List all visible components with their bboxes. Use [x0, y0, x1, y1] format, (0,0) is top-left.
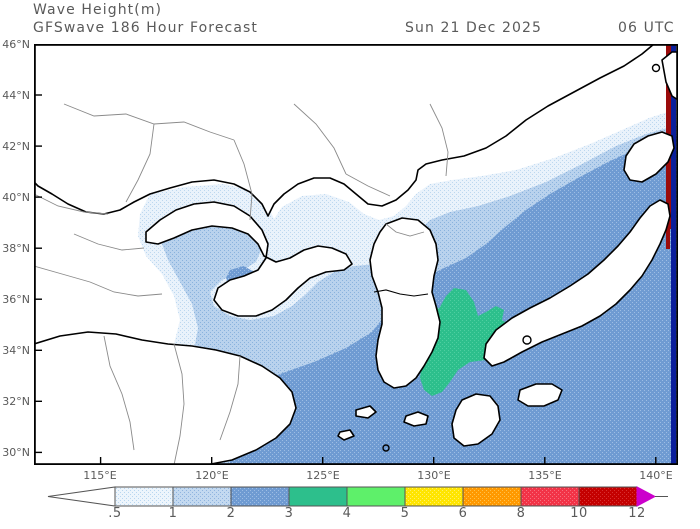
colorbar-label-5: 5: [400, 506, 410, 521]
x-axis-tick-120E: 120°E: [195, 469, 229, 482]
border-korea-dmz: [373, 289, 429, 297]
colorbar-label-8: 10: [570, 506, 588, 521]
coast-bohai-liaodong: [145, 201, 353, 317]
contour-band-2-3-yellow-sea-core: [280, 366, 358, 412]
colorbar-over-arrow: [636, 486, 657, 507]
edge-strip-darkred-lower: [666, 154, 670, 249]
colorbar-label-6: 6: [458, 506, 468, 521]
coast-japan-shikoku: [517, 383, 563, 407]
x-axis-tick-115E: 115°E: [83, 469, 117, 482]
forecast-time: 06 UTC: [618, 20, 675, 36]
coastline-layer: [34, 44, 678, 465]
x-axis-tick-140E: 140°E: [639, 469, 673, 482]
y-axis-tick-44N: 44°N: [2, 89, 30, 102]
axis-ticks: [34, 44, 657, 465]
coast-japan-kyushu: [451, 393, 501, 447]
colorbar-band-3: [288, 486, 348, 507]
coast-mainland-asia: [34, 44, 678, 217]
coast-island-jeju: [403, 411, 429, 427]
colorbar-band-0: [114, 486, 174, 507]
colorbar-band-2: [230, 486, 290, 507]
y-axis-tick-46N: 46°N: [2, 38, 30, 51]
y-axis-tick-38N: 38°N: [2, 242, 30, 255]
colorbar-band-5: [404, 486, 464, 507]
colorbar-label-2: 2: [226, 506, 236, 521]
colorbar-label-1: 1: [168, 506, 178, 521]
x-axis-tick-130E: 130°E: [417, 469, 451, 482]
chart-header: Wave Height(m) GFSwave 186 Hour Forecast…: [0, 0, 700, 42]
colorbar-label-0: .5: [108, 506, 122, 521]
page-title: Wave Height(m): [33, 2, 163, 18]
contour-band-3-4-core: [420, 288, 546, 396]
coast-island-small-1: [355, 405, 377, 419]
y-axis-tick-42N: 42°N: [2, 140, 30, 153]
coast-japan-honshu: [483, 199, 671, 367]
colorbar-label-3: 3: [284, 506, 294, 521]
x-axis-tick-135E: 135°E: [528, 469, 562, 482]
colorbar-bands: [114, 486, 638, 507]
colorbar-band-8: [578, 486, 638, 507]
plot-frame: [34, 44, 678, 465]
colorbar-band-4: [346, 486, 406, 507]
border-layer: [34, 103, 449, 465]
colorbar-label-7: 8: [516, 506, 526, 521]
colorbar-band-7: [520, 486, 580, 507]
y-axis-tick-36N: 36°N: [2, 293, 30, 306]
coast-japan-hokkaido: [623, 131, 675, 183]
colorbar-label-9: 12: [628, 506, 646, 521]
colorbar-under-arrow: [47, 486, 116, 507]
coast-island-small-2: [337, 429, 355, 441]
map-plot-area: [34, 44, 678, 465]
coast-sakhalin: [661, 51, 678, 101]
y-axis-tick-30N: 30°N: [2, 446, 30, 459]
colorbar: .5 1 2 3 4 5 6 8 10 12: [0, 484, 700, 525]
map-contour-layer: [34, 44, 678, 465]
forecast-subtitle: GFSwave 186 Hour Forecast: [33, 20, 259, 36]
y-axis-tick-32N: 32°N: [2, 395, 30, 408]
y-axis-tick-40N: 40°N: [2, 191, 30, 204]
island-markers: [382, 63, 661, 452]
colorbar-band-6: [462, 486, 522, 507]
x-axis-tick-125E: 125°E: [306, 469, 340, 482]
forecast-date: Sun 21 Dec 2025: [405, 20, 543, 36]
coast-korea-peninsula: [369, 217, 441, 389]
coast-china-east: [34, 331, 297, 465]
colorbar-label-4: 4: [342, 506, 352, 521]
edge-strip-navy: [671, 44, 676, 465]
y-axis-tick-34N: 34°N: [2, 344, 30, 357]
colorbar-band-1: [172, 486, 232, 507]
